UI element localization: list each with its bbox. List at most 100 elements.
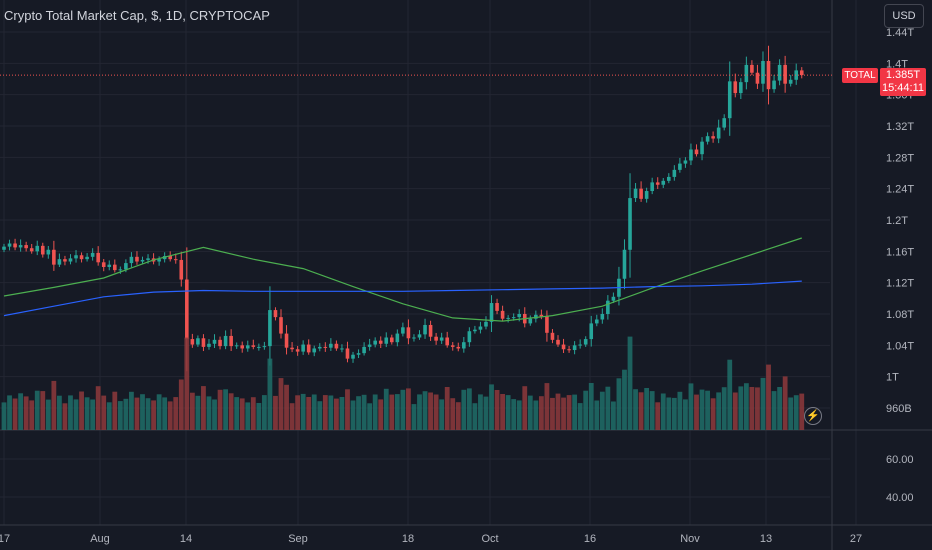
candle-body [794, 70, 799, 80]
volume-bar [644, 388, 650, 430]
candle-body [190, 339, 195, 345]
sma-200-line [3, 280, 802, 317]
volume-bar [705, 390, 710, 430]
candle-body [124, 263, 128, 270]
candle-body [799, 70, 804, 76]
candle-body [306, 344, 311, 353]
volume-bar [555, 393, 561, 430]
volume-bar [201, 386, 206, 430]
volume-bar [45, 399, 51, 430]
candle-body [340, 348, 344, 350]
lightning-icon[interactable]: ⚡ [804, 407, 822, 425]
volume-bar [289, 403, 295, 430]
volume-bar [694, 394, 699, 430]
volume-bar [688, 383, 694, 430]
candle-body [761, 60, 765, 84]
countdown-timer: 15:44:11 [881, 82, 924, 94]
candle-body [201, 338, 206, 347]
candle-body [218, 339, 222, 347]
price-tick-label: 1.32T [886, 121, 914, 133]
volume-bar [189, 392, 195, 430]
time-tick-label: Nov [680, 533, 700, 545]
candle-body [334, 343, 339, 349]
candle-body [196, 338, 200, 345]
candle-body [185, 279, 189, 340]
volume-bar [444, 387, 450, 430]
candle-body [467, 331, 472, 343]
candle-body [572, 345, 577, 351]
candle-body [351, 354, 355, 359]
candle-body [750, 64, 754, 73]
price-tick-label: 1.08T [886, 309, 914, 321]
volume-bar [782, 376, 788, 430]
candle-body [35, 245, 40, 252]
candle-body [639, 188, 643, 199]
volume-bar [317, 401, 323, 430]
volume-bar [106, 402, 112, 430]
candle-body [722, 118, 726, 128]
candle-body [450, 345, 455, 347]
volume-bar [666, 397, 672, 430]
volume-bar [738, 386, 744, 430]
candle-body [207, 343, 211, 347]
volume-bar [683, 399, 688, 430]
volume-bar [394, 394, 400, 430]
time-tick-label: 27 [850, 533, 862, 545]
candle-body [600, 314, 605, 320]
candle-body [633, 188, 638, 199]
candle-body [13, 243, 17, 248]
volume-bar [716, 392, 722, 430]
volume-bar [178, 379, 184, 430]
volume-bar [771, 391, 777, 430]
volume-bar [223, 389, 228, 430]
volume-bar [273, 395, 278, 430]
candle-body [683, 160, 688, 164]
volume-bar [406, 388, 411, 430]
volume-bar [594, 400, 600, 430]
volume-bar [721, 387, 727, 430]
volume-bar [411, 404, 417, 430]
volume-bar [527, 395, 533, 430]
volume-bar [627, 336, 633, 430]
price-tick-label: 1T [886, 372, 899, 384]
volume-bar [345, 389, 350, 430]
candle-body [229, 335, 233, 347]
candle-body [68, 258, 73, 262]
volume-bar [655, 402, 661, 430]
candle-body [777, 64, 782, 81]
price-tick-label: 1.44T [886, 27, 914, 39]
candle-body [157, 259, 161, 262]
candle-body [556, 339, 560, 345]
volume-bar [450, 398, 456, 430]
volume-bar [516, 400, 522, 430]
candle-body [711, 136, 715, 139]
volume-bar [68, 395, 73, 430]
time-tick-label: 18 [402, 533, 414, 545]
volume-bar [173, 397, 179, 430]
candle-body [412, 337, 416, 339]
candle-body [500, 310, 505, 319]
volume-bar [73, 399, 79, 430]
volume-bar [322, 395, 328, 430]
volume-bar [372, 394, 378, 430]
volume-bar [134, 397, 140, 430]
volume-bar [466, 388, 472, 430]
volume-bar [256, 403, 262, 430]
currency-button[interactable]: USD [884, 4, 924, 28]
volume-bar [300, 393, 306, 430]
volume-bar [356, 396, 361, 430]
volume-bar [489, 384, 494, 430]
candle-body [279, 317, 283, 334]
candle-body [390, 337, 394, 343]
candle-body [661, 180, 666, 185]
candle-body [251, 345, 256, 347]
volume-bar [361, 394, 367, 430]
candle-body [606, 300, 610, 314]
candle-body [173, 259, 178, 261]
candle-body [129, 256, 134, 264]
candle-body [705, 136, 710, 142]
candle-body [284, 333, 289, 348]
volume-bar [51, 380, 57, 430]
candle-body [561, 344, 566, 350]
